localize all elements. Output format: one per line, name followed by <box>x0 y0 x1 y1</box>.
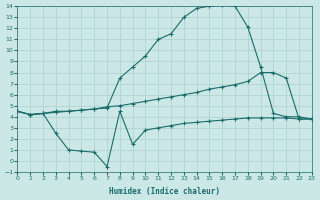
X-axis label: Humidex (Indice chaleur): Humidex (Indice chaleur) <box>109 187 220 196</box>
